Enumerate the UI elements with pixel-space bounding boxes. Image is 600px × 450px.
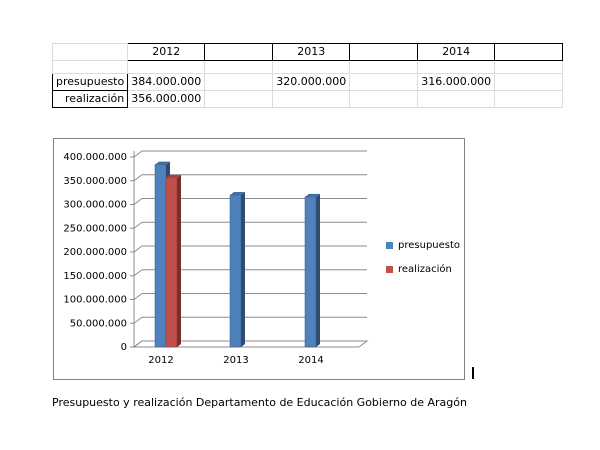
- gridline-depth: [133, 198, 143, 205]
- text-cursor: [472, 367, 474, 379]
- value-presupuesto-2013[interactable]: 320.000.000: [272, 73, 351, 91]
- cell-empty[interactable]: [51, 43, 129, 61]
- chart-caption: Presupuesto y realización Departamento d…: [52, 396, 467, 409]
- gridline-depth: [133, 316, 143, 324]
- budget-table: 2012 2013 2014 presupuesto 384.000.000 3…: [51, 43, 564, 108]
- cell-empty[interactable]: [204, 90, 274, 108]
- gridline-depth: [133, 245, 143, 253]
- x-tick-label: 2014: [298, 355, 323, 366]
- year-header-2013[interactable]: 2013: [272, 43, 351, 61]
- legend-swatch-presupuesto: [386, 241, 393, 249]
- bar-side: [177, 174, 181, 347]
- cell-empty[interactable]: [204, 60, 274, 74]
- chart-legend: presupuesto realización: [386, 238, 460, 286]
- bar-realizacin-2012: [165, 177, 178, 348]
- legend-item-realizacion: realización: [386, 262, 460, 276]
- y-tick-label: 150.000.000: [63, 271, 127, 282]
- bar-presupuesto-2014: [304, 196, 317, 348]
- cell-empty[interactable]: [349, 60, 419, 74]
- year-header-2014[interactable]: 2014: [417, 43, 496, 61]
- legend-swatch-realizacion: [386, 265, 393, 273]
- cell-empty[interactable]: [494, 90, 564, 108]
- y-tick-label: 250.000.000: [63, 223, 127, 234]
- bar-presupuesto-2013: [229, 194, 242, 348]
- cell-empty[interactable]: [272, 90, 351, 108]
- spreadsheet-grid: 2012 2013 2014 presupuesto 384.000.000 3…: [51, 43, 564, 108]
- bar-top: [155, 161, 170, 165]
- cell-empty[interactable]: [272, 60, 351, 74]
- realizacion-row: realización 356.000.000: [51, 90, 564, 108]
- presupuesto-row: presupuesto 384.000.000 320.000.000 316.…: [51, 73, 564, 91]
- cell-empty[interactable]: [51, 60, 129, 74]
- cell-empty[interactable]: [204, 73, 274, 91]
- cell-empty[interactable]: [349, 73, 419, 91]
- cell-empty[interactable]: [494, 73, 564, 91]
- cell-empty[interactable]: [349, 43, 419, 61]
- bar-top: [230, 192, 245, 195]
- bar-presupuesto-2012: [154, 164, 167, 348]
- cell-empty[interactable]: [204, 43, 274, 61]
- x-tick-label: 2013: [223, 355, 248, 366]
- row-label-presupuesto[interactable]: presupuesto: [51, 73, 129, 91]
- legend-item-presupuesto: presupuesto: [386, 238, 460, 252]
- bar-chart: 0 50.000.000 100.000.000 150.000.000 200.000…: [63, 150, 369, 366]
- y-tick-label: 100.000.000: [63, 295, 127, 306]
- value-presupuesto-2014[interactable]: 316.000.000: [417, 73, 496, 91]
- cell-empty[interactable]: [349, 90, 419, 108]
- cell-empty[interactable]: [417, 90, 496, 108]
- blank-row: [51, 60, 564, 74]
- y-tick-label: 0: [121, 342, 127, 353]
- x-tick-label: 2012: [148, 355, 173, 366]
- bar-side: [316, 193, 320, 347]
- y-tick-label: 50.000.000: [70, 318, 127, 329]
- gridline-depth: [133, 150, 143, 158]
- bar-top: [305, 193, 320, 197]
- cell-empty[interactable]: [494, 43, 564, 61]
- chart-frame[interactable]: 0 50.000.000 100.000.000 150.000.000 200.000…: [53, 138, 465, 380]
- y-tick-label: 350.000.000: [63, 176, 127, 187]
- legend-label-realizacion: realización: [398, 263, 452, 275]
- bar-top: [166, 174, 181, 178]
- gridline-depth: [133, 340, 143, 348]
- bar-side: [241, 192, 245, 347]
- row-label-realizacion[interactable]: realización: [51, 90, 129, 108]
- cell-empty[interactable]: [127, 60, 206, 74]
- cell-empty[interactable]: [494, 60, 564, 74]
- y-tick-label: 200.000.000: [63, 247, 127, 258]
- value-realizacion-2012[interactable]: 356.000.000: [127, 90, 206, 108]
- cell-empty[interactable]: [417, 60, 496, 74]
- gridline-depth: [133, 293, 143, 300]
- legend-label-presupuesto: presupuesto: [398, 239, 461, 251]
- gridline-depth: [133, 221, 143, 229]
- y-tick-label: 400.000.000: [63, 152, 127, 163]
- value-presupuesto-2012[interactable]: 384.000.000: [127, 73, 206, 91]
- gridline-depth: [133, 174, 143, 182]
- gridline-depth: [133, 269, 143, 277]
- y-tick-label: 300.000.000: [63, 200, 127, 211]
- year-header-row: 2012 2013 2014: [51, 43, 564, 61]
- year-header-2012[interactable]: 2012: [127, 43, 206, 61]
